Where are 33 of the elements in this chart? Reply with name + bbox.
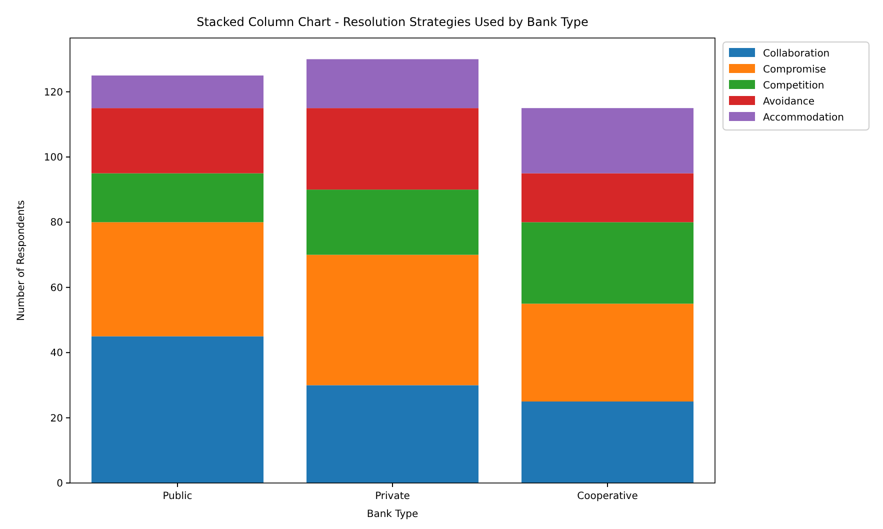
y-tick-label: 80 bbox=[50, 218, 63, 229]
y-tick-label: 120 bbox=[44, 87, 63, 98]
bar bbox=[92, 173, 264, 222]
x-tick-label: Public bbox=[162, 491, 192, 502]
bar bbox=[306, 59, 478, 108]
y-tick-label: 60 bbox=[50, 282, 63, 294]
bar bbox=[522, 402, 694, 483]
bar bbox=[522, 108, 694, 174]
y-tick-label: 100 bbox=[44, 152, 63, 164]
bar bbox=[92, 336, 264, 483]
legend-label: Collaboration bbox=[763, 48, 830, 60]
y-tick-label: 40 bbox=[50, 348, 63, 360]
bar bbox=[306, 254, 478, 386]
legend-label: Avoidance bbox=[763, 96, 815, 108]
bar bbox=[92, 75, 264, 108]
bar bbox=[92, 108, 264, 174]
y-tick-label: 0 bbox=[56, 478, 63, 490]
y-tick-label: 20 bbox=[50, 413, 63, 424]
x-axis-title: Bank Type bbox=[366, 509, 418, 520]
bar bbox=[306, 385, 478, 483]
bar bbox=[522, 173, 694, 222]
y-axis-title: Number of Respondents bbox=[16, 200, 27, 321]
x-tick-label: Private bbox=[375, 491, 410, 502]
bar bbox=[522, 222, 694, 304]
bar bbox=[522, 304, 694, 402]
chart-title: Stacked Column Chart - Resolution Strategies Used by Bank Type bbox=[196, 15, 588, 29]
bar bbox=[306, 190, 478, 255]
legend-label: Compromise bbox=[763, 64, 826, 76]
bar bbox=[306, 108, 478, 190]
legend-label: Accommodation bbox=[763, 112, 844, 124]
bar bbox=[92, 222, 264, 336]
x-tick-label: Cooperative bbox=[577, 491, 638, 502]
legend-label: Competition bbox=[763, 80, 824, 92]
